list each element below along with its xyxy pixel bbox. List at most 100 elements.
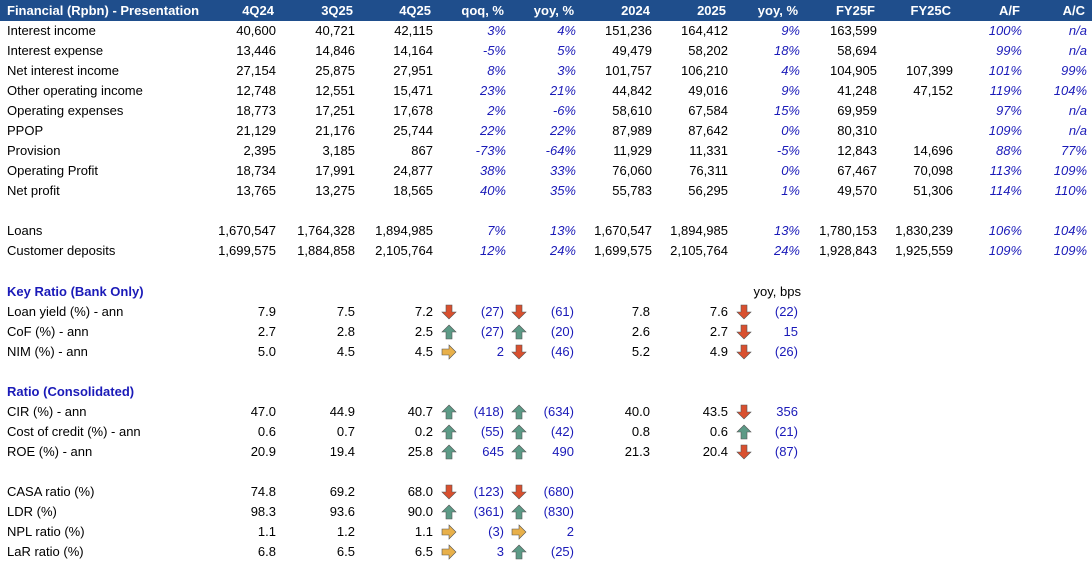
cell-qoq-bps: (418)	[473, 404, 504, 419]
cell-2024: 55,783	[612, 183, 652, 198]
cell-3q25: 7.5	[336, 304, 355, 319]
row-label: CASA ratio (%)	[7, 484, 95, 499]
header-col-yoy-fy: yoy, %	[757, 3, 798, 18]
cell-2024: 1,670,547	[594, 223, 652, 238]
yoy-arrow-up-icon	[511, 324, 527, 340]
cell-2025: 164,412	[681, 23, 728, 38]
cell-a-f: 88%	[995, 143, 1022, 158]
cell-2024: 2.6	[631, 324, 650, 339]
cell-4q24: 13,765	[236, 183, 276, 198]
cell-a-c: 110%	[1054, 183, 1087, 198]
cell-3q25: 2.8	[336, 324, 355, 339]
cell-a-c: 109%	[1053, 163, 1087, 178]
cell-fy25f: 1,928,843	[819, 243, 877, 258]
section-key-ratio: Key Ratio (Bank Only) yoy, bps	[0, 282, 1092, 302]
cell-4q25: 2,105,764	[375, 243, 433, 258]
cell-2024: 21.3	[624, 444, 650, 459]
cell-a-f: 113%	[989, 163, 1022, 178]
cell-fy25c: 14,696	[913, 143, 953, 158]
cell-qoq-bps: (27)	[480, 324, 504, 339]
bps-note: yoy, bps	[753, 284, 801, 299]
cell-yoy-fy: 18%	[773, 43, 800, 58]
qoq-arrow-up-icon	[441, 504, 457, 520]
cell-a-c: n/a	[1068, 23, 1087, 38]
cell-4q24: 6.8	[257, 544, 276, 559]
cell-qoq-bps: 2	[496, 344, 504, 359]
cell-a-f: 97%	[995, 103, 1022, 118]
header-title: Financial (Rpbn) - Presentation	[7, 3, 200, 18]
cell-2025: 76,311	[689, 163, 728, 178]
cell-4q24: 5.0	[257, 344, 276, 359]
cell-4q25: 40.7	[407, 404, 433, 419]
row-label: Loans	[7, 223, 43, 238]
cell-fy25f: 69,959	[837, 103, 877, 118]
fin-row: Interest expense 13,446 14,846 14,164 -5% 5% 4…	[0, 41, 1092, 61]
cell-2025: 4.9	[709, 344, 728, 359]
cell-yoy-fy: 0%	[781, 163, 800, 178]
cell-4q25: 867	[411, 143, 433, 158]
cell-4q25: 1,894,985	[375, 223, 433, 238]
yoy-arrow-down-icon	[511, 484, 527, 500]
cell-yoy-fy: 9%	[781, 23, 800, 38]
cell-4q24: 2,395	[243, 143, 276, 158]
cell-2025: 87,642	[688, 123, 728, 138]
cell-4q25: 18,565	[393, 183, 433, 198]
cell-qoq: 38%	[479, 163, 506, 178]
cell-4q25: 17,678	[393, 103, 433, 118]
cell-yoy-bps: (680)	[543, 484, 574, 499]
row-label: LDR (%)	[7, 504, 57, 519]
cell-fy25c: 51,306	[913, 183, 953, 198]
cell-yoy-bps: (634)	[543, 404, 574, 419]
yoy-arrow-up-icon	[511, 404, 527, 420]
qoq-arrow-up-icon	[441, 424, 457, 440]
cell-yoy-bps: (830)	[543, 504, 574, 519]
cell-qoq: 12%	[479, 243, 506, 258]
cell-4q24: 74.8	[250, 484, 276, 499]
cell-4q25: 15,471	[393, 83, 433, 98]
cell-yoy: 3%	[557, 63, 576, 78]
header-col-2025: 2025	[697, 3, 726, 18]
cell-qoq-bps: (123)	[473, 484, 504, 499]
cell-3q25: 21,176	[315, 123, 355, 138]
qoq-arrow-down-icon	[441, 304, 457, 320]
ratio-row: NPL ratio (%) 1.1 1.2 1.1 (3) 2	[0, 522, 1092, 542]
fy-yoy-arrow-down-icon	[736, 304, 752, 320]
cell-4q24: 1,670,547	[218, 223, 276, 238]
cell-4q24: 7.9	[257, 304, 276, 319]
cell-qoq-bps: (55)	[480, 424, 504, 439]
cell-3q25: 40,721	[315, 23, 355, 38]
cell-fy25f: 1,780,153	[819, 223, 877, 238]
header-col-fy25f: FY25F	[835, 3, 875, 18]
cell-qoq: 23%	[479, 83, 506, 98]
fy-yoy-arrow-down-icon	[736, 404, 752, 420]
ratio-row: LaR ratio (%) 6.8 6.5 6.5 3 (25)	[0, 542, 1092, 562]
cell-qoq: 22%	[479, 123, 506, 138]
fin-row: Interest income 40,600 40,721 42,115 3% 4% 151…	[0, 21, 1092, 41]
ratio-row: Cost of credit (%) - ann 0.6 0.7 0.2 (55) (42…	[0, 422, 1092, 442]
row-label: ROE (%) - ann	[7, 444, 93, 459]
cell-3q25: 44.9	[329, 404, 355, 419]
cell-yoy-bps: (20)	[550, 324, 574, 339]
fy-yoy-arrow-down-icon	[736, 344, 752, 360]
yoy-arrow-up-icon	[511, 544, 527, 560]
cell-2024: 58,610	[612, 103, 652, 118]
cell-yoy-bps: (25)	[550, 544, 574, 559]
fy-yoy-arrow-down-icon	[736, 324, 752, 340]
row-label: Cost of credit (%) - ann	[7, 424, 141, 439]
cell-2024: 7.8	[631, 304, 650, 319]
cell-a-f: 100%	[988, 23, 1022, 38]
cell-4q24: 40,600	[236, 23, 276, 38]
qoq-arrow-right-icon	[441, 344, 457, 360]
cell-yoy-fy: 4%	[781, 63, 800, 78]
cell-4q25: 7.2	[414, 304, 433, 319]
yoy-arrow-up-icon	[511, 504, 527, 520]
cell-2025: 0.6	[709, 424, 728, 439]
ratio-row: LDR (%) 98.3 93.6 90.0 (361) (830)	[0, 502, 1092, 522]
cell-fy25f: 163,599	[830, 23, 877, 38]
cell-2025: 106,210	[681, 63, 728, 78]
cell-4q25: 25.8	[407, 444, 433, 459]
cell-2025: 49,016	[688, 83, 728, 98]
cell-fy25c: 70,098	[913, 163, 953, 178]
qoq-arrow-up-icon	[441, 404, 457, 420]
cell-2025: 67,584	[688, 103, 728, 118]
